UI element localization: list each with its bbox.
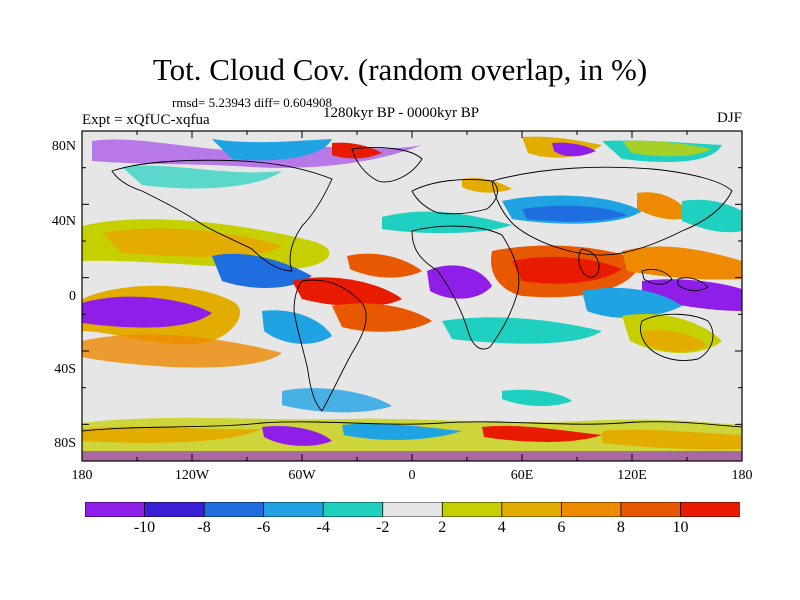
lon-tick-label: 180 xyxy=(731,468,753,483)
lon-tick-label: 120W xyxy=(174,468,210,483)
colorbar-swatch xyxy=(322,502,384,517)
coastlines xyxy=(81,147,743,432)
colorbar-label: -4 xyxy=(316,519,330,536)
lat-tick-label: 0 xyxy=(69,289,76,304)
colorbar-swatch xyxy=(560,502,622,517)
lat-tick-label: 80S xyxy=(54,436,76,451)
colorbar-label: -6 xyxy=(256,519,271,536)
colorbar-swatch xyxy=(144,502,205,517)
lon-tick-label: 60E xyxy=(510,468,534,483)
lon-tick-label: 120E xyxy=(617,468,647,483)
stats-text: rmsd= 5.23943 diff= 0.604908 xyxy=(172,95,332,110)
colorbar-label: 4 xyxy=(497,519,506,536)
colorbar-swatch xyxy=(620,502,682,517)
colorbar-swatch xyxy=(203,502,265,517)
lon-tick-label: 60W xyxy=(288,468,316,483)
colorbar-label: 8 xyxy=(616,519,625,536)
colorbar-swatch xyxy=(501,502,563,517)
season-label: DJF xyxy=(716,110,742,126)
lon-tick-label: 0 xyxy=(408,468,416,483)
colorbar-label: 6 xyxy=(557,519,566,536)
period-label: 1280kyr BP - 0000kyr BP xyxy=(323,105,480,121)
map-panel xyxy=(81,130,743,462)
colorbar-swatch xyxy=(680,502,740,517)
colorbar-swatch xyxy=(441,502,503,517)
colorbar-label: -8 xyxy=(197,519,211,536)
lat-tick-label: 80N xyxy=(51,139,76,154)
colorbar-label: 10 xyxy=(672,519,689,536)
colorbar-swatch xyxy=(85,502,146,517)
anomaly-map xyxy=(81,130,743,462)
colorbar-label: -2 xyxy=(376,519,390,536)
colorbar xyxy=(85,502,740,517)
anomaly-field xyxy=(82,136,742,461)
lon-tick-label: 180 xyxy=(71,468,93,483)
lat-tick-label: 40N xyxy=(51,214,76,229)
colorbar-swatch xyxy=(382,502,444,517)
colorbar-label: 2 xyxy=(438,519,447,536)
chart-title: Tot. Cloud Cov. (random overlap, in %) xyxy=(152,52,648,87)
colorbar-swatch xyxy=(263,502,325,517)
experiment-label: Expt = xQfUC-xqfua xyxy=(82,112,210,128)
tick-marks xyxy=(81,130,743,462)
lat-tick-label: 40S xyxy=(54,362,76,377)
colorbar-label: -10 xyxy=(133,519,156,536)
